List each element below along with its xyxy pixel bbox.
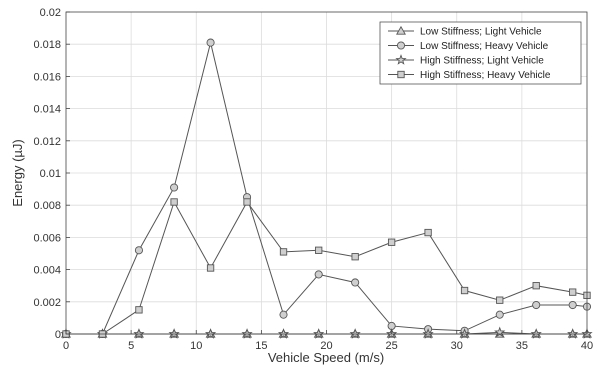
y-tick-label: 0.02 [40, 7, 61, 19]
data-point-s1-6 [279, 310, 288, 319]
data-point-s3-2 [135, 306, 143, 314]
data-point-s3-4 [206, 264, 215, 272]
data-point-s1-2 [134, 246, 143, 255]
data-point-s3-7 [315, 246, 323, 254]
data-point-s1-4 [206, 38, 215, 47]
data-point-s2-6 [277, 328, 290, 339]
x-tick-label: 30 [451, 340, 463, 352]
x-tick-label: 10 [190, 340, 202, 352]
series-line-1 [66, 42, 588, 335]
data-point-s1-13 [532, 300, 541, 310]
y-tick-label: 0 [55, 329, 61, 341]
x-tick-label: 40 [581, 340, 593, 352]
data-point-s3-14 [569, 288, 577, 296]
y-tick-label: 0.004 [33, 265, 61, 277]
legend-label: Low Stiffness; Heavy Vehicle [420, 41, 549, 52]
data-point-s3-6 [279, 248, 288, 256]
legend-marker-0 [396, 25, 406, 35]
x-tick-label: 5 [128, 340, 134, 352]
y-tick-label: 0.01 [40, 168, 61, 180]
data-point-s1-3 [170, 183, 179, 192]
data-point-s2-7 [313, 328, 325, 339]
data-point-s3-3 [170, 198, 178, 206]
legend-marker-2 [395, 54, 407, 65]
legend-label: High Stiffness; Heavy Vehicle [420, 70, 551, 81]
y-axis-ticks: 0 0.002 0.004 0.006 0.008 0.01 0.012 0.014 0.016… [33, 7, 70, 341]
data-point-s2-8 [349, 328, 361, 339]
x-tick-label: 35 [516, 340, 528, 352]
x-axis-title: Vehicle Speed (m/s) [268, 350, 384, 365]
legend: Low Stiffness; Light Vehicle Low Stiffnes… [379, 21, 582, 85]
data-point-s2-13 [530, 328, 542, 339]
grid-lines [66, 12, 587, 334]
y-tick-label: 0.014 [33, 104, 61, 116]
data-point-s3-10 [424, 228, 432, 237]
data-point-s3-13 [532, 282, 540, 290]
data-point-s2-3 [168, 328, 180, 339]
legend-marker-3 [397, 70, 405, 79]
data-point-s2-11 [458, 328, 471, 339]
data-point-s1-12 [495, 310, 504, 319]
y-tick-label: 0.002 [33, 297, 61, 309]
x-tick-label: 15 [255, 340, 267, 352]
legend-marker-1 [396, 41, 406, 50]
data-point-s3-11 [460, 286, 469, 295]
data-point-s1-7 [314, 270, 323, 279]
y-axis-title: Energy (µJ) [10, 139, 25, 206]
legend-label: High Stiffness; Light Vehicle [420, 56, 544, 67]
series-line-3 [66, 200, 588, 335]
legend-box [379, 21, 582, 85]
y-tick-label: 0.016 [33, 71, 61, 83]
data-point-s3-8 [351, 253, 359, 261]
data-point-s2-4 [204, 328, 217, 339]
y-tick-label: 0.008 [33, 200, 61, 212]
data-point-s2-5 [241, 328, 253, 339]
y-tick-label: 0.006 [33, 232, 61, 244]
x-tick-label: 20 [320, 340, 332, 352]
data-point-s3-5 [243, 198, 251, 206]
data-point-s2-2 [133, 328, 145, 339]
data-point-s1-14 [568, 300, 577, 310]
x-axis-ticks: 0 5 10 15 20 25 30 35 40 [63, 330, 593, 352]
legend-label: Low Stiffness; Light Vehicle [420, 27, 542, 38]
y-tick-label: 0.018 [33, 39, 61, 51]
x-tick-label: 0 [63, 340, 69, 352]
data-point-s2-10 [422, 328, 434, 339]
data-point-s3-9 [387, 238, 396, 246]
data-point-s2-14 [567, 328, 579, 339]
y-tick-label: 0.012 [33, 136, 61, 148]
data-point-s3-12 [496, 296, 504, 304]
x-tick-label: 25 [386, 340, 398, 352]
data-point-s1-8 [351, 278, 360, 287]
